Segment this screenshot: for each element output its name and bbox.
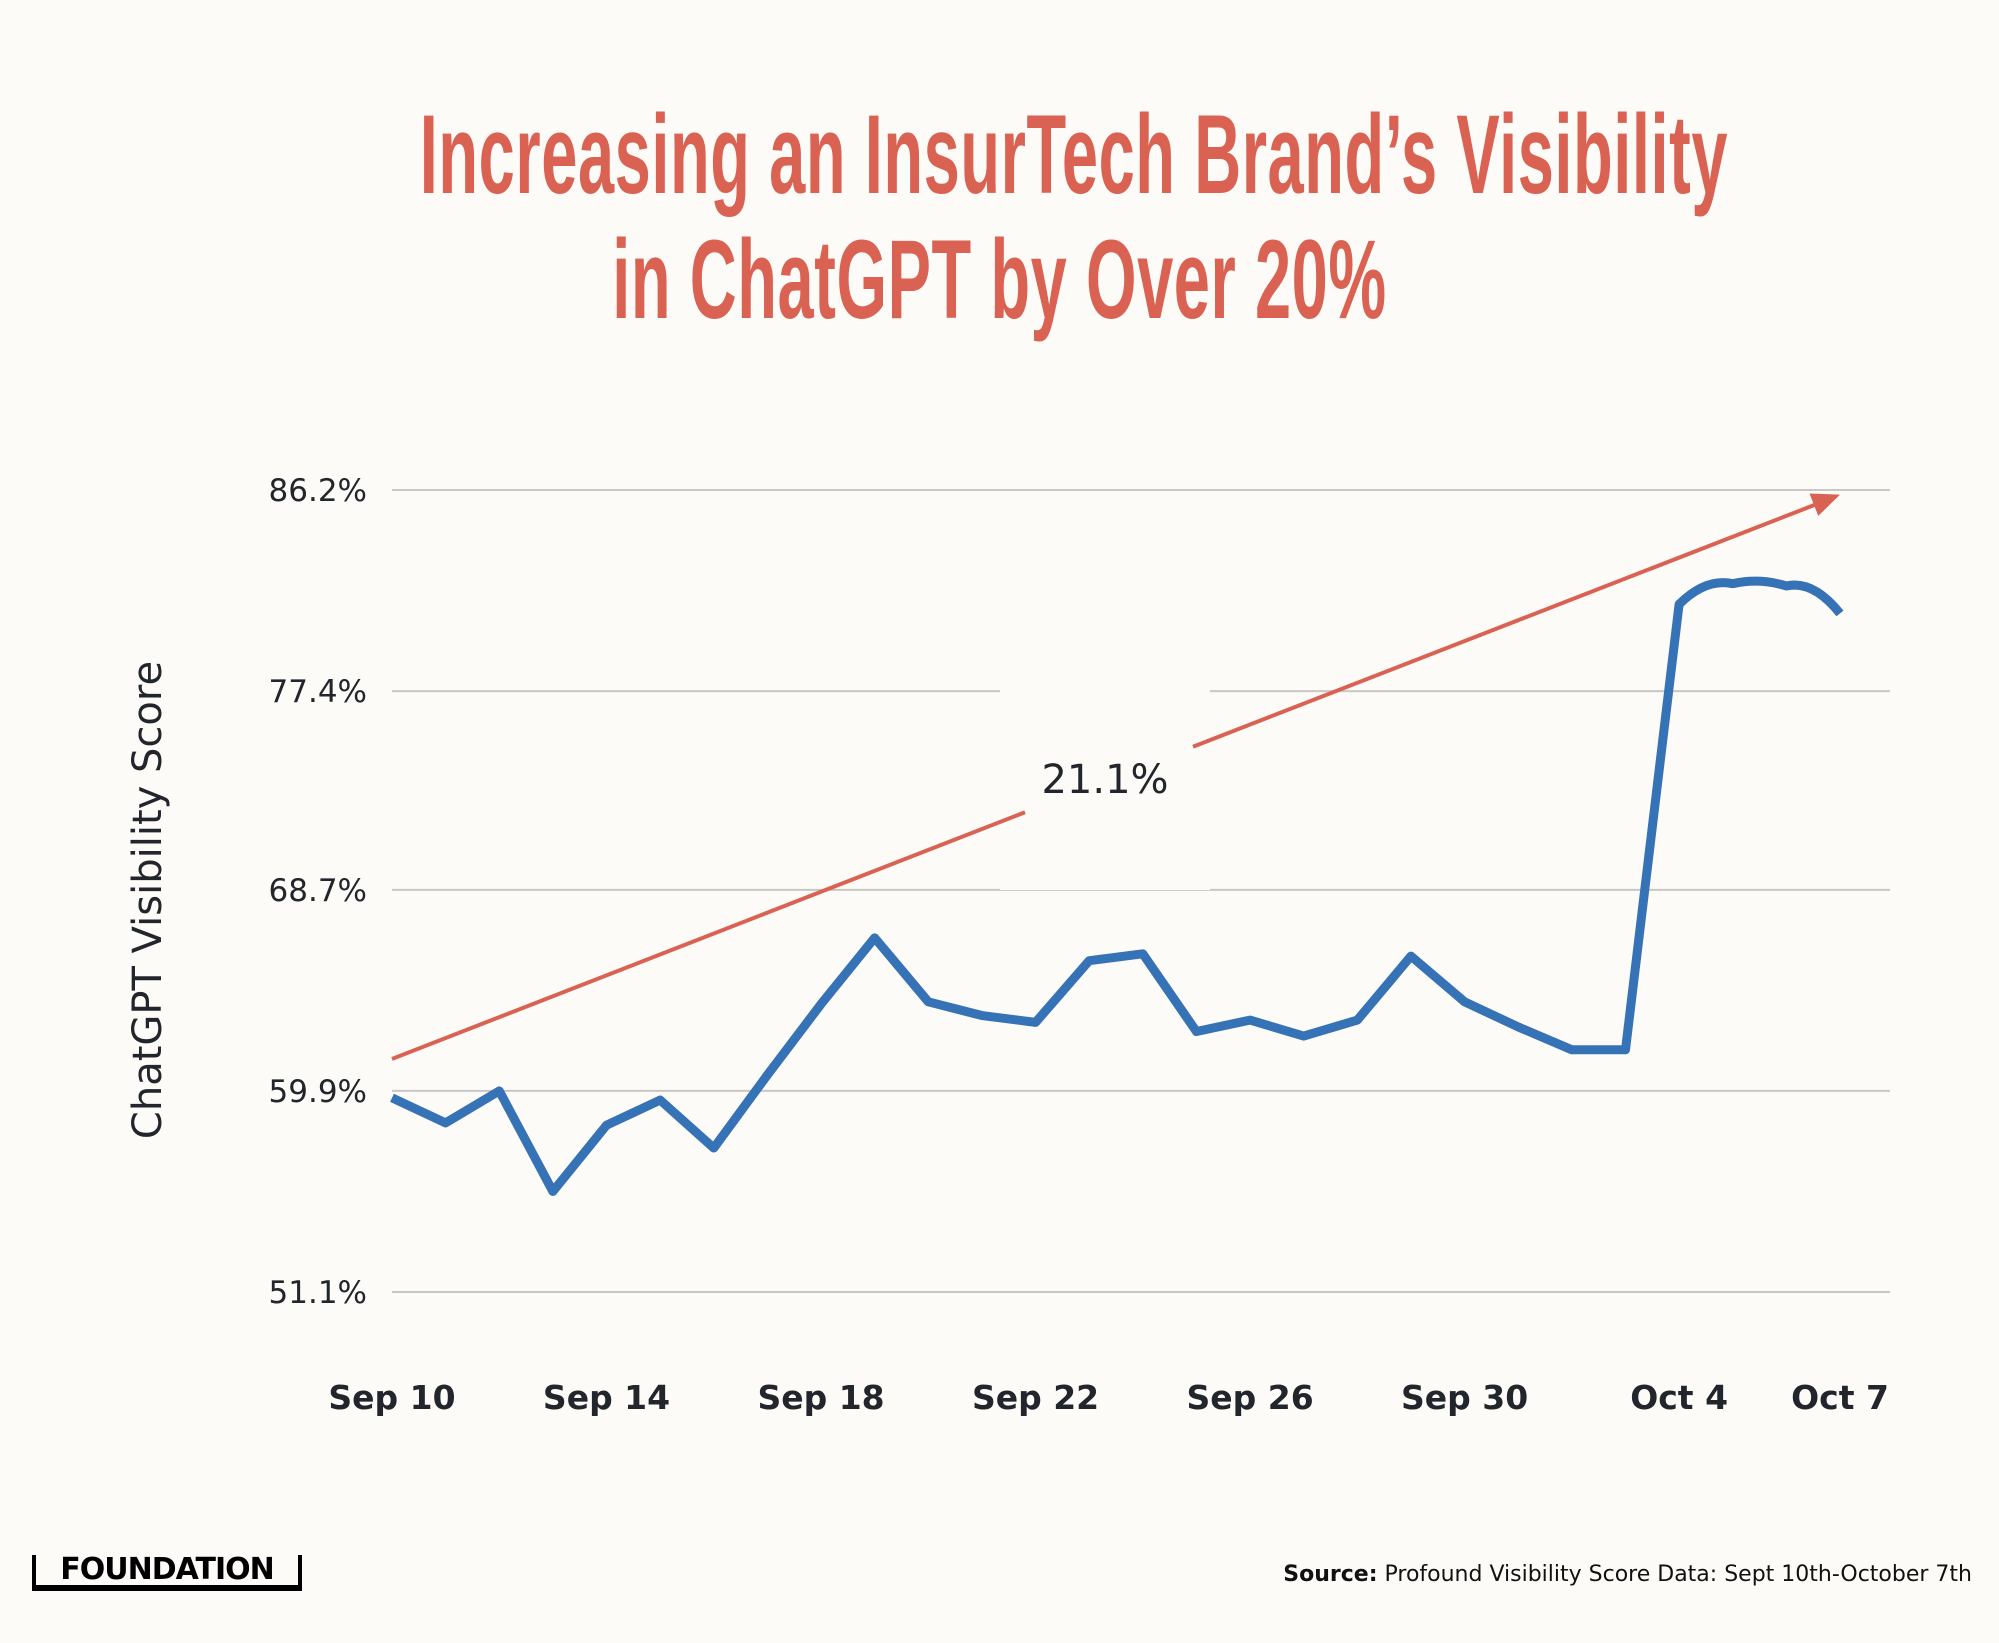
source-text: Profound Visibility Score Data: Sept 10t… bbox=[1377, 1562, 1973, 1587]
trend-line-segment bbox=[391, 810, 1026, 1061]
y-tick-label: 59.9% bbox=[269, 1074, 367, 1110]
x-tick-label: Oct 7 bbox=[1791, 1378, 1889, 1417]
series-line bbox=[390, 576, 1844, 1196]
title-line-1: Increasing an InsurTech Brand’s Visibili… bbox=[419, 92, 1729, 217]
label-background bbox=[1000, 690, 1210, 890]
arrowhead-icon bbox=[1809, 493, 1840, 516]
y-tick-label: 77.4% bbox=[269, 674, 367, 710]
source-note: Source: Profound Visibility Score Data: … bbox=[1283, 1562, 1972, 1587]
title-line-2: in ChatGPT by Over 20% bbox=[612, 217, 1387, 342]
trend-line-segment bbox=[1192, 501, 1819, 749]
x-axis-ticks: Sep 10 Sep 14 Sep 18 Sep 22 Sep 26 Sep 30 Oct … bbox=[328, 1378, 1889, 1417]
y-tick-label: 51.1% bbox=[269, 1275, 367, 1311]
trend-arrow-group: 21.1% bbox=[391, 493, 1840, 1061]
x-tick-label: Oct 4 bbox=[1630, 1378, 1728, 1417]
x-tick-label: Sep 10 bbox=[328, 1378, 455, 1417]
y-tick-label: 68.7% bbox=[269, 873, 367, 909]
x-tick-label: Sep 14 bbox=[543, 1378, 670, 1417]
x-tick-label: Sep 30 bbox=[1401, 1378, 1528, 1417]
y-tick-label: 86.2% bbox=[269, 473, 367, 509]
source-label: Source: bbox=[1283, 1562, 1378, 1587]
chart-title: Increasing an InsurTech Brand’s Visibili… bbox=[0, 92, 1999, 342]
y-axis-ticks: 51.1% 59.9% 68.7% 77.4% 86.2% bbox=[269, 473, 367, 1311]
trend-percent-label: 21.1% bbox=[1041, 757, 1168, 803]
x-tick-label: Sep 18 bbox=[757, 1378, 884, 1417]
series-group bbox=[390, 576, 1844, 1196]
x-tick-label: Sep 26 bbox=[1186, 1378, 1313, 1417]
x-tick-label: Sep 22 bbox=[972, 1378, 1099, 1417]
foundation-logo: FOUNDATION bbox=[32, 1555, 302, 1591]
gridlines bbox=[392, 489, 1890, 1293]
